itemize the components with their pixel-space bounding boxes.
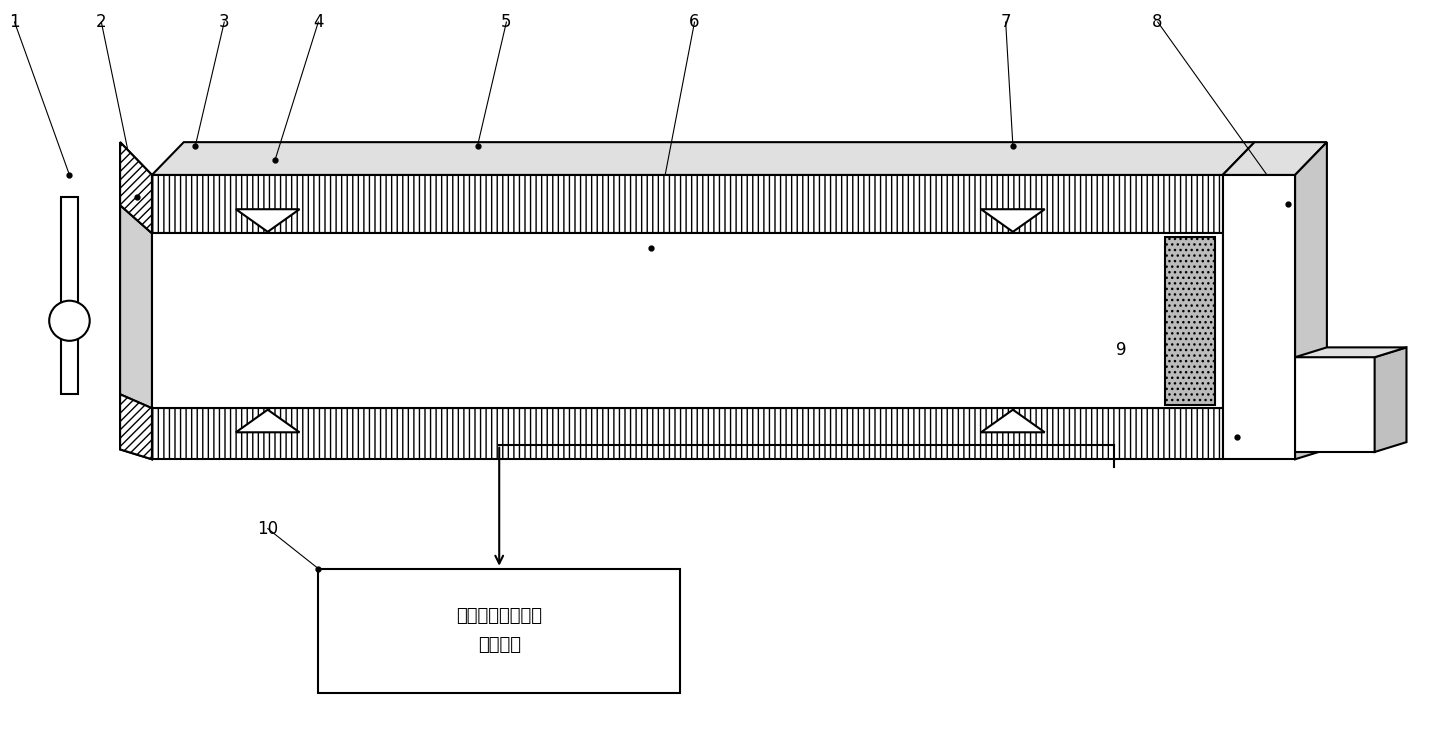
Polygon shape	[981, 209, 1045, 232]
Polygon shape	[120, 142, 152, 459]
Polygon shape	[1375, 348, 1406, 452]
Bar	[152, 408, 1223, 459]
Polygon shape	[1295, 348, 1406, 357]
Bar	[1165, 237, 1215, 405]
Text: 光电流测量、采集
显示单元: 光电流测量、采集 显示单元	[456, 607, 543, 654]
Text: 4: 4	[313, 13, 324, 31]
Text: 7: 7	[1000, 13, 1011, 31]
Polygon shape	[152, 142, 1255, 175]
Polygon shape	[120, 205, 152, 408]
Text: 1: 1	[9, 13, 20, 31]
Bar	[1223, 175, 1295, 459]
Polygon shape	[236, 209, 300, 232]
Ellipse shape	[49, 300, 90, 340]
Bar	[61, 197, 78, 394]
Text: 2: 2	[96, 13, 107, 31]
Text: 10: 10	[258, 520, 278, 537]
Polygon shape	[981, 410, 1045, 432]
Text: 6: 6	[689, 13, 700, 31]
Bar	[152, 175, 1223, 233]
Text: 5: 5	[501, 13, 512, 31]
Text: 8: 8	[1152, 13, 1163, 31]
Text: 3: 3	[218, 13, 230, 31]
Bar	[152, 408, 1223, 459]
Polygon shape	[120, 394, 152, 459]
Bar	[1295, 357, 1375, 452]
Bar	[152, 175, 1223, 233]
Polygon shape	[1295, 142, 1327, 459]
Polygon shape	[120, 142, 152, 233]
Polygon shape	[1223, 142, 1327, 175]
Polygon shape	[236, 410, 300, 432]
Bar	[318, 569, 680, 693]
Bar	[152, 233, 1223, 408]
Text: 9: 9	[1116, 341, 1127, 359]
